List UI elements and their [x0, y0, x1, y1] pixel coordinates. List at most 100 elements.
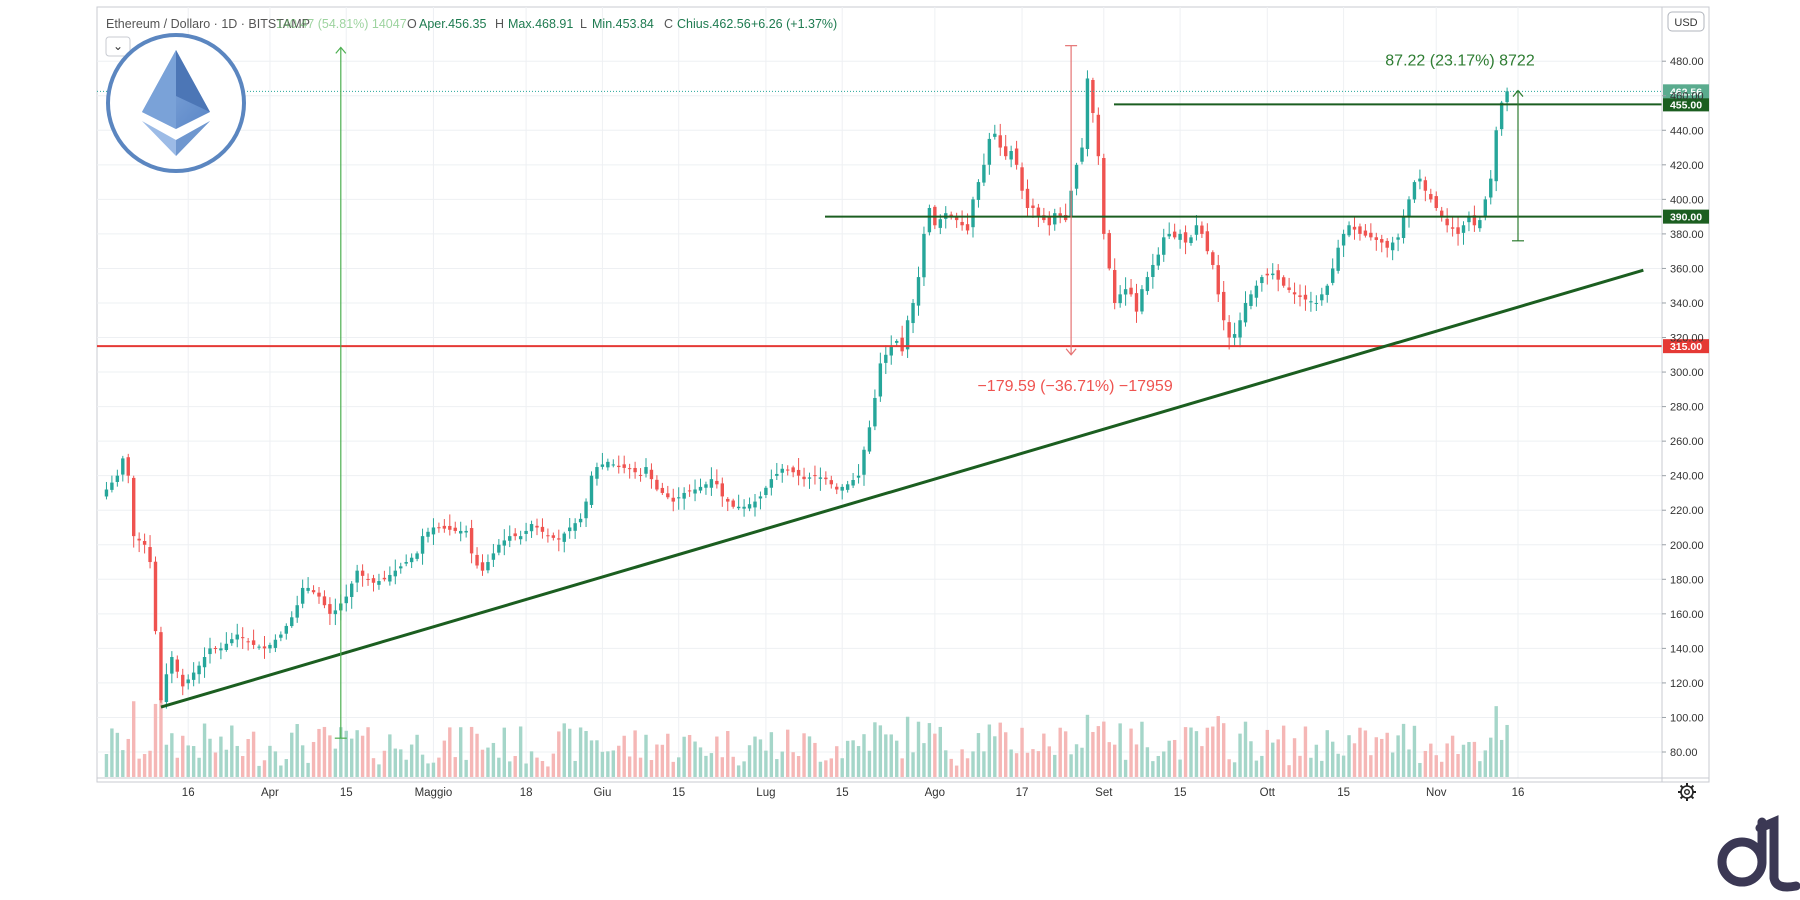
candle-body: [649, 469, 654, 480]
candle-body: [851, 479, 855, 486]
candle-body: [1053, 213, 1057, 225]
volume-bar: [251, 731, 256, 777]
candle-body: [993, 133, 997, 137]
candle-body: [775, 473, 779, 476]
time-tick-label: 16: [1512, 787, 1525, 799]
volume-bar: [976, 733, 981, 777]
candle-body: [856, 475, 861, 478]
candle-body: [535, 525, 539, 528]
candle-body: [655, 479, 659, 490]
time-tick-label: Ago: [925, 787, 945, 799]
price-tick-label: 380.00: [1670, 229, 1704, 241]
candle-body: [1390, 242, 1395, 251]
candle-body: [982, 164, 986, 183]
gear-icon[interactable]: [1678, 783, 1696, 801]
price-tick-label: 100.00: [1670, 712, 1704, 724]
candle-body: [1456, 227, 1460, 234]
volume-bar: [900, 758, 904, 777]
candle-body: [469, 528, 474, 554]
volume-bar: [1031, 749, 1035, 777]
symbol-title[interactable]: Ethereum / Dollaro · 1D · BITSTAMP: [106, 17, 310, 31]
volume-bar: [1292, 738, 1297, 777]
candle-body: [546, 535, 550, 537]
candle-body: [508, 536, 512, 541]
volume-bar: [987, 724, 992, 777]
close-value: Chius.462.56: [677, 17, 751, 31]
volume-bar: [1249, 741, 1253, 777]
candle-body: [562, 533, 566, 542]
candle-body: [644, 467, 648, 474]
candle-body: [693, 489, 697, 494]
volume-bar: [1102, 721, 1106, 777]
candle-body: [1489, 178, 1493, 198]
volume-bar: [1232, 762, 1237, 777]
volume-bar: [769, 732, 774, 777]
candle-body: [878, 363, 883, 397]
candle-body: [595, 467, 599, 479]
price-tick-label: 120.00: [1670, 678, 1704, 690]
volume-bar: [1091, 731, 1095, 777]
volume-bar: [1450, 735, 1455, 777]
candle-body: [1418, 178, 1422, 182]
volume-bar: [960, 749, 964, 777]
candle-body: [1156, 254, 1160, 266]
volume-bar: [355, 730, 359, 777]
candle-body: [1412, 182, 1417, 200]
volume-bar: [1145, 747, 1150, 777]
volume-bar: [775, 759, 779, 777]
candle-body: [1472, 215, 1477, 226]
volume-bar: [1314, 744, 1319, 777]
volume-bar: [1276, 739, 1280, 777]
time-tick-label: Giu: [593, 787, 611, 799]
candle-body: [1478, 220, 1482, 229]
candle-body: [1200, 225, 1204, 234]
candle-body: [1445, 218, 1449, 226]
volume-bar: [911, 752, 915, 777]
volume-bar: [1085, 714, 1090, 777]
volume-bar: [1396, 735, 1400, 777]
time-axis[interactable]: 16 Apr 15 Maggio 18 Giu 15 Lug 15 Ago 17 Set 15 Ott 15…: [182, 787, 1525, 799]
candle-body: [1260, 277, 1264, 284]
candle-body: [660, 487, 665, 493]
candle-body: [1074, 164, 1079, 189]
candle-body: [1434, 196, 1438, 208]
candle-body: [573, 523, 577, 531]
price-axis[interactable]: 80.00 100.00 120.00 140.00 160.00 180.00 200.0…: [1662, 56, 1704, 759]
candle-body: [829, 480, 833, 485]
candle-body: [1014, 148, 1019, 165]
candle-body: [115, 475, 120, 482]
candle-body: [284, 625, 288, 634]
candle-body: [1331, 268, 1335, 283]
volume-bar: [333, 748, 338, 777]
trendline-group: [160, 268, 1644, 709]
candle-body: [813, 475, 817, 477]
volume-bar: [224, 749, 229, 777]
candle-body: [186, 679, 190, 684]
volume-bar: [1042, 733, 1046, 777]
volume-bar: [780, 751, 784, 777]
volume-bar: [197, 757, 201, 777]
volume-bar: [524, 763, 528, 777]
collapse-legend-button[interactable]: ⌄: [105, 36, 131, 57]
support-trendline[interactable]: [160, 268, 1644, 709]
level-label: 390.00: [1670, 212, 1702, 224]
candle-body: [698, 486, 703, 491]
candle-body: [627, 468, 632, 470]
volume-bar: [1216, 716, 1220, 777]
candle-body: [704, 484, 708, 488]
volume-bar: [600, 751, 605, 777]
candle-body: [709, 479, 714, 488]
candle-body: [1385, 240, 1389, 248]
volume-bar: [660, 744, 665, 777]
price-tick-label: 400.00: [1670, 194, 1704, 206]
candle-body: [235, 634, 239, 640]
ethereum-logo: [106, 33, 246, 173]
volume-bar: [437, 757, 441, 777]
candle-body: [399, 566, 403, 569]
volume-bar: [115, 732, 120, 777]
volume-bar: [954, 765, 959, 777]
volume-bar: [1385, 732, 1389, 777]
currency-button[interactable]: USD: [1667, 11, 1705, 32]
volume-bar: [1352, 743, 1357, 777]
candle-body: [1107, 233, 1111, 269]
